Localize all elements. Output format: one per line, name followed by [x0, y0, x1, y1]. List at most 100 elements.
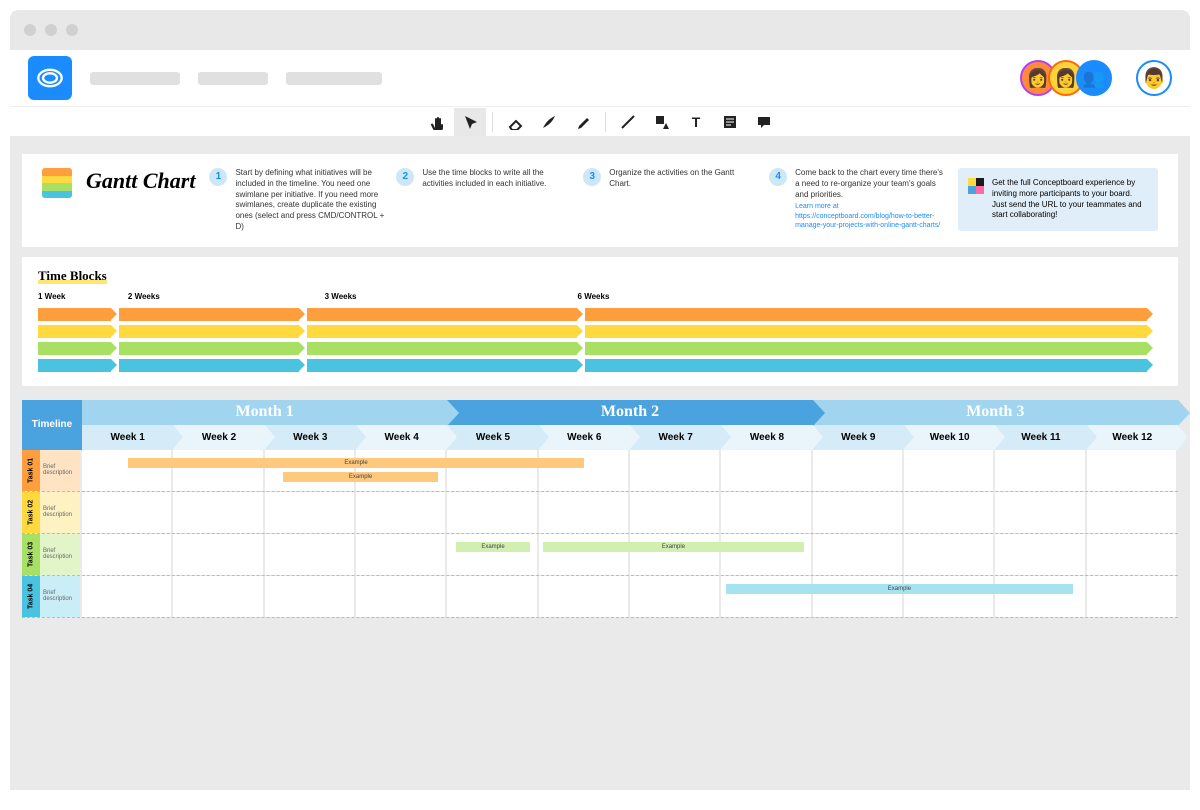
timeblock-bar[interactable] [585, 325, 1147, 338]
task-description[interactable]: Brief description [40, 576, 82, 617]
task-cell[interactable] [265, 534, 356, 575]
timeblock-bar[interactable] [119, 308, 299, 321]
task-cell[interactable] [539, 576, 630, 617]
comment-tool[interactable] [748, 108, 780, 136]
week-header: Week 12 [1087, 425, 1178, 450]
task-cell[interactable] [1087, 576, 1178, 617]
task-cell[interactable] [721, 450, 812, 491]
task-description[interactable]: Brief description [40, 450, 82, 491]
task-cell[interactable] [995, 534, 1086, 575]
task-cell[interactable] [265, 576, 356, 617]
task-cell[interactable] [1087, 450, 1178, 491]
task-cell[interactable] [356, 534, 447, 575]
timeblock-bar[interactable] [38, 359, 111, 372]
task-cell[interactable] [721, 492, 812, 533]
timeblock-bar[interactable] [585, 359, 1147, 372]
task-cell[interactable] [813, 450, 904, 491]
task-cell[interactable] [173, 534, 264, 575]
gantt-bar[interactable]: Example [543, 542, 803, 552]
eraser-tool[interactable] [499, 108, 531, 136]
task-cell[interactable] [904, 492, 995, 533]
timeblock-bar[interactable] [307, 342, 577, 355]
timeblock-bar[interactable] [585, 308, 1147, 321]
window-dot [45, 24, 57, 36]
task-cell[interactable] [630, 576, 721, 617]
task-cell[interactable] [447, 534, 538, 575]
task-cell[interactable] [447, 576, 538, 617]
task-cell[interactable] [82, 492, 173, 533]
task-cell[interactable] [539, 534, 630, 575]
task-description[interactable]: Brief description [40, 534, 82, 575]
task-cell[interactable] [356, 576, 447, 617]
pen-tool[interactable] [533, 108, 565, 136]
hand-tool[interactable] [420, 108, 452, 136]
marker-tool[interactable] [567, 108, 599, 136]
task-cell[interactable] [539, 450, 630, 491]
task-cell[interactable] [447, 450, 538, 491]
task-cell[interactable] [904, 534, 995, 575]
timeblock-bar[interactable] [38, 325, 111, 338]
app-logo[interactable] [28, 56, 72, 100]
timeblock-bar[interactable] [585, 342, 1147, 355]
task-cell[interactable] [356, 492, 447, 533]
task-cell[interactable] [995, 492, 1086, 533]
timeblock-row [38, 359, 1162, 372]
timeblock-bar[interactable] [307, 308, 577, 321]
task-cell[interactable] [265, 492, 356, 533]
task-label: Task 04 [22, 576, 40, 617]
collaborator-avatar[interactable]: 👥 [1076, 60, 1112, 96]
task-cell[interactable] [173, 492, 264, 533]
task-cell[interactable] [173, 450, 264, 491]
task-cell[interactable] [813, 576, 904, 617]
note-tool[interactable] [714, 108, 746, 136]
canvas[interactable]: Gantt Chart 1Start by defining what init… [10, 136, 1190, 790]
gantt-bar[interactable]: Example [283, 472, 438, 482]
user-avatar[interactable]: 👨 [1136, 60, 1172, 96]
task-grid[interactable]: Example [82, 576, 1178, 617]
task-cell[interactable] [82, 576, 173, 617]
cursor-tool[interactable] [454, 108, 486, 136]
text-tool[interactable]: T [680, 108, 712, 136]
task-cell[interactable] [995, 450, 1086, 491]
timeblock-bar[interactable] [38, 308, 111, 321]
task-cell[interactable] [813, 492, 904, 533]
task-cell[interactable] [904, 576, 995, 617]
task-cell[interactable] [721, 576, 812, 617]
task-cell[interactable] [630, 450, 721, 491]
step-link[interactable]: Learn more athttps://conceptboard.com/bl… [795, 202, 944, 230]
timeblock-bar[interactable] [119, 325, 299, 338]
gantt-bar[interactable]: Example [128, 458, 585, 468]
shape-tool[interactable] [646, 108, 678, 136]
task-description[interactable]: Brief description [40, 492, 82, 533]
task-cell[interactable] [721, 534, 812, 575]
task-grid[interactable]: Example Example [82, 534, 1178, 575]
task-cell[interactable] [1087, 492, 1178, 533]
task-cell[interactable] [904, 450, 995, 491]
rainbow-icon [42, 168, 72, 198]
task-grid[interactable] [82, 492, 1178, 533]
task-cell[interactable] [630, 492, 721, 533]
gantt-bar[interactable]: Example [726, 584, 1073, 594]
timeblock-bar[interactable] [119, 342, 299, 355]
gantt-bar[interactable]: Example [456, 542, 529, 552]
task-cell[interactable] [356, 450, 447, 491]
timeblock-bar[interactable] [119, 359, 299, 372]
timeblocks-title: Time Blocks [38, 268, 107, 284]
line-tool[interactable] [612, 108, 644, 136]
task-cell[interactable] [813, 534, 904, 575]
task-cell[interactable] [447, 492, 538, 533]
task-grid[interactable]: Example Example [82, 450, 1178, 491]
timeblock-bar[interactable] [38, 342, 111, 355]
task-cell[interactable] [265, 450, 356, 491]
timeblock-bar[interactable] [307, 325, 577, 338]
timeblock-bar[interactable] [307, 359, 577, 372]
task-cell[interactable] [173, 576, 264, 617]
timeblock-rows [38, 308, 1162, 372]
task-cell[interactable] [1087, 534, 1178, 575]
timeblocks-card: Time Blocks 1 Week2 Weeks3 Weeks6 Weeks [22, 257, 1178, 386]
task-cell[interactable] [539, 492, 630, 533]
task-cell[interactable] [82, 450, 173, 491]
task-cell[interactable] [630, 534, 721, 575]
task-cell[interactable] [82, 534, 173, 575]
task-cell[interactable] [995, 576, 1086, 617]
